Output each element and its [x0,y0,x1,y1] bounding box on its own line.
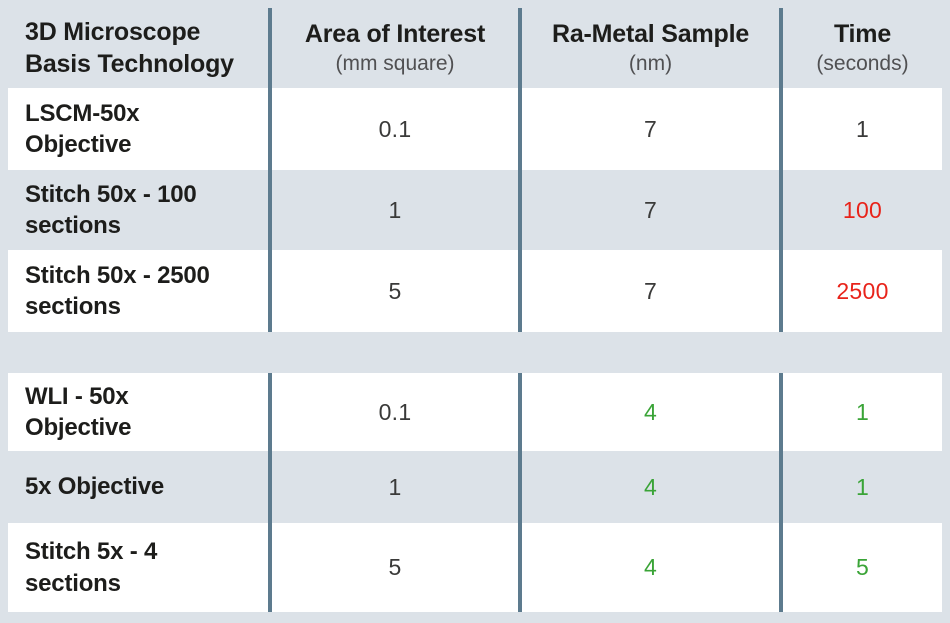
cell-time-value: 5 [779,523,942,612]
cell-ra-value: 7 [518,250,779,332]
cell-time-value: 1 [779,88,942,170]
row-label-line1: Stitch 5x - 4 [25,538,158,566]
group-separator [8,332,942,373]
row-label: LSCM-50x Objective [8,88,268,170]
header-ra-title: Ra-Metal Sample [551,20,750,49]
row-label: WLI - 50x Objective [8,373,268,451]
cell-time-value: 2500 [779,250,942,332]
cell-time-value: 1 [779,373,942,451]
cell-ra-value: 4 [518,523,779,612]
cell-ra-value: 7 [518,170,779,250]
row-label-line1: 5x Objective [25,473,165,501]
header-time-unit: (seconds) [816,52,909,76]
table-row-stitch-5x-4: Stitch 5x - 4 sections 5 4 5 [8,523,942,612]
header-cell-area: Area of Interest (mm square) [268,8,518,88]
header-cell-time: Time (seconds) [779,8,942,88]
table-row-stitch-50x-100: Stitch 50x - 100 sections 1 7 100 [8,170,942,250]
table-row-5x-objective: 5x Objective 1 4 1 [8,451,942,523]
cell-ra-value: 4 [518,451,779,523]
cell-area-value: 1 [268,170,518,250]
cell-area-value: 5 [268,250,518,332]
header-cell-technology: 3D Microscope Basis Technology [8,8,268,88]
cell-time-value: 100 [779,170,942,250]
row-label-line2: sections [25,212,121,239]
table-row-wli-50x: WLI - 50x Objective 0.1 4 1 [8,373,942,451]
header-row: 3D Microscope Basis Technology Area of I… [8,8,942,88]
cell-area-value: 1 [268,451,518,523]
header-technology-line1: 3D Microscope [25,18,201,46]
header-area-title: Area of Interest [304,20,486,49]
row-label: Stitch 5x - 4 sections [8,523,268,612]
cell-time-value: 1 [779,451,942,523]
table-row-lscm-50x: LSCM-50x Objective 0.1 7 1 [8,88,942,170]
cell-ra-value: 4 [518,373,779,451]
header-time-title: Time [833,20,892,49]
header-ra-unit: (nm) [628,52,673,76]
row-label: Stitch 50x - 2500 sections [8,250,268,332]
header-cell-ra: Ra-Metal Sample (nm) [518,8,779,88]
table-row-stitch-50x-2500: Stitch 50x - 2500 sections 5 7 2500 [8,250,942,332]
cell-area-value: 0.1 [268,88,518,170]
row-label-line2: sections [25,569,121,597]
cell-ra-value: 7 [518,88,779,170]
row-label-line1: LSCM-50x [25,99,140,127]
header-area-unit: (mm square) [335,52,455,76]
row-label: 5x Objective [8,451,268,523]
cell-area-value: 0.1 [268,373,518,451]
row-label-line2: sections [25,293,121,320]
row-label-line2: Objective [25,414,132,441]
row-label-line1: Stitch 50x - 100 [25,180,197,208]
row-label-line1: Stitch 50x - 2500 [25,261,210,289]
row-label-line2: Objective [25,131,132,158]
row-label-line1: WLI - 50x [25,382,129,410]
cell-area-value: 5 [268,523,518,612]
header-technology-line2: Basis Technology [25,50,234,78]
row-label: Stitch 50x - 100 sections [8,170,268,250]
